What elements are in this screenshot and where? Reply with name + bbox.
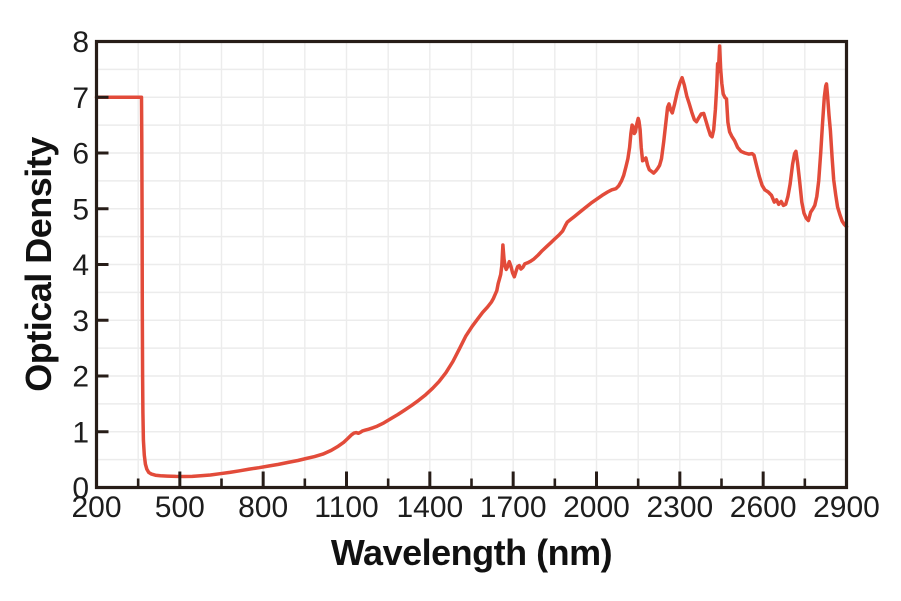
x-tick-label: 2300 <box>646 491 713 524</box>
y-tick-label: 3 <box>72 305 89 338</box>
x-tick-label: 1700 <box>480 491 547 524</box>
x-tick-label: 1400 <box>396 491 463 524</box>
x-tick-label: 2600 <box>730 491 797 524</box>
x-tick-labels: 200 500 800 1100 1400 1700 2000 2300 2600 2900 <box>71 491 879 524</box>
gridlines <box>96 41 847 488</box>
y-tick-label: 5 <box>72 193 89 226</box>
x-tick-label: 1100 <box>314 491 379 524</box>
x-tick-label: 800 <box>238 491 288 524</box>
y-tick-label: 0 <box>72 472 89 505</box>
axis-ticks <box>95 40 848 489</box>
x-tick-label: 2900 <box>813 491 880 524</box>
x-tick-label: 200 <box>71 491 121 524</box>
od-curve <box>94 44 849 479</box>
x-tick-label: 500 <box>155 491 205 524</box>
y-tick-label: 2 <box>72 361 89 394</box>
x-tick-label: 2000 <box>563 491 630 524</box>
curve-layer <box>94 44 849 479</box>
x-axis-title: Wavelength (nm) <box>331 532 612 573</box>
y-tick-label: 8 <box>72 26 89 59</box>
y-tick-label: 4 <box>72 249 89 282</box>
y-tick-label: 1 <box>72 416 89 449</box>
y-tick-label: 7 <box>72 82 89 115</box>
y-tick-labels: 0 1 2 3 4 5 6 7 8 <box>72 26 89 505</box>
y-axis-title: Optical Density <box>18 137 59 392</box>
y-tick-label: 6 <box>72 138 89 171</box>
